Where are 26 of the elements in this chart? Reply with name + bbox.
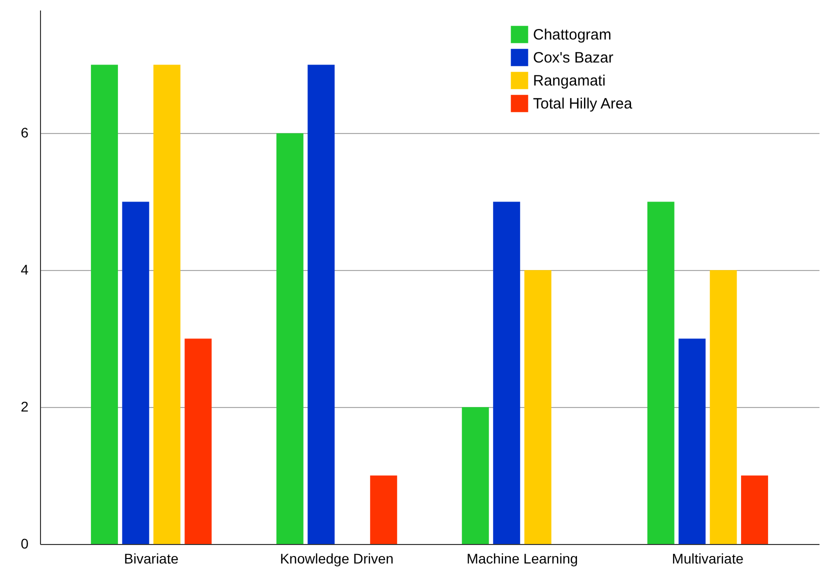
bar: [710, 270, 737, 544]
x-tick-label: Bivariate: [124, 550, 179, 566]
y-tick-label: 2: [20, 398, 29, 415]
y-tick-label: 4: [20, 262, 29, 278]
bar: [122, 202, 150, 544]
bar: [462, 407, 489, 544]
x-tick-label: Knowledge Driven: [280, 550, 394, 566]
bar: [678, 338, 706, 544]
bar: [647, 202, 674, 544]
x-tick-label: Multivariate: [672, 550, 744, 566]
legend-label: Rangamati: [533, 72, 606, 90]
legend-label: Cox's Bazar: [533, 50, 614, 66]
bar: [741, 476, 768, 544]
bar: [184, 338, 212, 544]
bar: [493, 202, 520, 544]
bar: [370, 476, 398, 544]
y-tick-label: 6: [20, 124, 29, 141]
bar: [308, 64, 335, 544]
bar: [153, 64, 180, 544]
x-tick-label: Machine Learning: [466, 550, 578, 566]
bar: [90, 64, 118, 544]
bar: [524, 270, 552, 544]
legend-label: Total Hilly Area: [533, 96, 633, 112]
y-tick-label: 0: [20, 536, 29, 552]
bar: [276, 133, 304, 544]
legend-label: Chattogram: [533, 26, 612, 44]
